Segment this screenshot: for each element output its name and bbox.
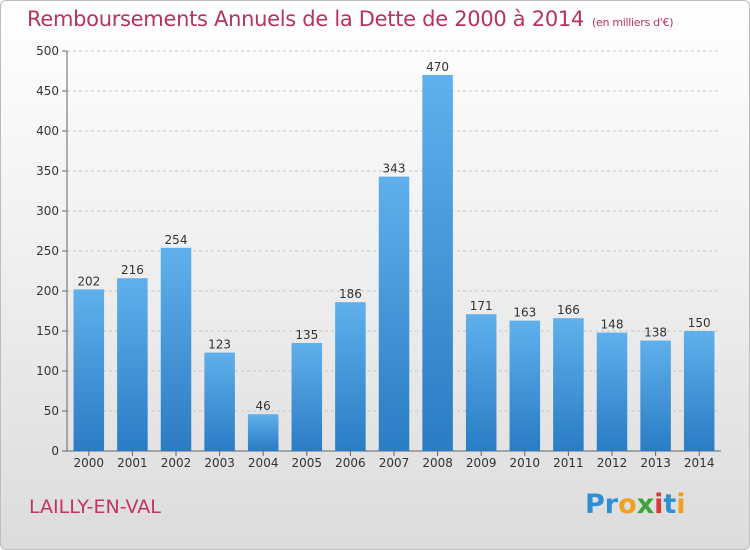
data-label: 470 [426,60,449,74]
bar [160,247,192,451]
data-label: 343 [383,162,406,176]
x-tick-label: 2008 [422,456,453,470]
y-tick-label: 450 [36,84,59,98]
logo-letter-0: P [585,489,605,520]
y-tick-label: 50 [44,404,59,418]
y-tick-label: 150 [36,324,59,338]
x-tick-label: 2013 [640,456,671,470]
logo-letter-1: r [604,489,619,520]
data-label: 135 [295,328,318,342]
logo-letter-6: i [676,489,686,520]
data-label: 254 [165,233,188,247]
data-label: 202 [77,274,100,288]
bar [204,352,235,451]
y-tick-label: 400 [36,124,59,138]
bars [73,75,715,451]
x-tick-label: 2003 [204,456,235,470]
x-tick-labels: 2000 2001 2002 2003 2004 2005 2006 2007 2008 2009… [74,456,715,470]
logo-letter-5: t [663,489,677,520]
data-label: 46 [256,399,271,413]
logo-letter-4: i [654,489,664,520]
bar [465,314,497,451]
x-tick-label: 2009 [466,456,497,470]
x-tick-label: 2007 [379,456,410,470]
data-label: 186 [339,287,362,301]
logo-letter-2: o [618,489,637,520]
proxiti-logo: Proxiti [585,489,686,520]
chart-title-text: Remboursements Annuels de la Dette de 20… [27,7,584,31]
x-tick-label: 2005 [292,456,323,470]
bar [73,289,105,451]
bar [247,414,279,451]
y-tick-label: 500 [36,44,59,58]
chart-subtitle: (en milliers d'€) [592,16,674,29]
data-label: 150 [688,316,711,330]
bar [683,331,715,451]
y-tick-label: 300 [36,204,59,218]
x-tick-label: 2002 [161,456,192,470]
y-tick-label: 100 [36,364,59,378]
x-tick-label: 2004 [248,456,279,470]
y-tick-label: 350 [36,164,59,178]
data-labels: 202 216 254 123 46 135 186 343 470 171 163 166 148 13… [77,60,710,413]
x-tick-label: 2006 [335,456,366,470]
bar [553,318,584,451]
x-tick-label: 2012 [597,456,628,470]
bar [378,176,410,451]
data-label: 138 [644,326,667,340]
bar [291,343,323,451]
y-tick-labels: 0 50 100 150 200 250 300 350 400 450 500 [36,44,59,458]
commune-name: LAILLY-EN-VAL [29,496,161,518]
bar [422,75,453,451]
data-label: 123 [208,338,231,352]
chart-title: Remboursements Annuels de la Dette de 20… [27,7,673,31]
bar [117,278,148,451]
bar [509,320,541,451]
data-label: 148 [601,318,624,332]
x-tick-label: 2014 [684,456,715,470]
y-tick-label: 250 [36,244,59,258]
y-tick-label: 200 [36,284,59,298]
bar [596,332,628,451]
x-tick-label: 2000 [74,456,105,470]
x-tick-label: 2011 [553,456,584,470]
x-tick-label: 2010 [510,456,541,470]
bar [335,302,366,451]
data-label: 163 [513,306,536,320]
data-label: 216 [121,263,144,277]
logo-letter-3: x [636,489,655,520]
x-tick-label: 2001 [117,456,148,470]
y-tick-label: 0 [51,444,59,458]
data-label: 171 [470,299,493,313]
bar [640,340,671,451]
data-label: 166 [557,303,580,317]
